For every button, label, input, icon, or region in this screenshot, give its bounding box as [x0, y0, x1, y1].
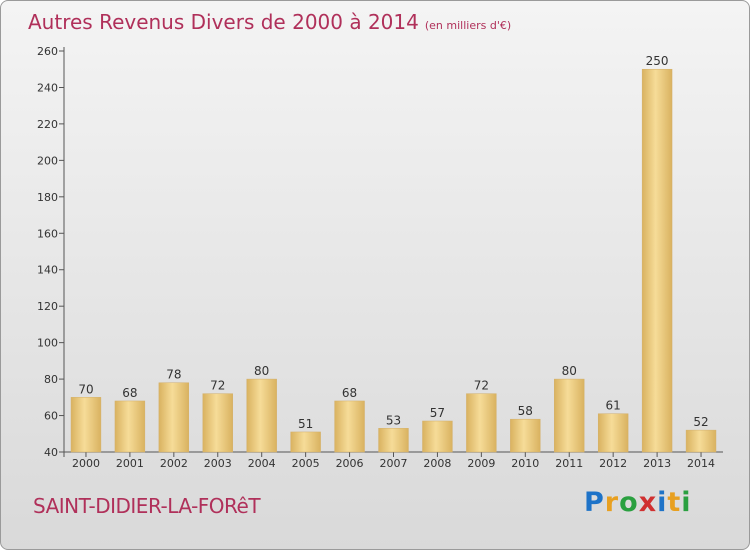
y-tick-label: 80	[44, 373, 58, 386]
x-tick-label: 2011	[555, 457, 583, 470]
bar-value-label: 57	[430, 406, 445, 420]
bar-value-label: 68	[122, 386, 137, 400]
bar-2002	[158, 382, 190, 453]
x-tick-label: 2001	[116, 457, 144, 470]
y-tick-label: 180	[37, 191, 58, 204]
bar-2009	[466, 393, 497, 453]
bar-value-label: 68	[342, 386, 357, 400]
bar-value-label: 70	[78, 382, 93, 396]
bar-2006	[334, 400, 365, 453]
logo-letter: r	[604, 487, 620, 518]
proxiti-logo: Proxiti	[584, 487, 692, 518]
x-tick-label: 2002	[160, 457, 188, 470]
bar-2003	[202, 393, 233, 453]
bar-value-label: 51	[298, 417, 313, 431]
bar-value-label: 78	[166, 368, 181, 382]
commune-name: SAINT-DIDIER-LA-FORêT	[33, 494, 261, 518]
chart-title-text: Autres Revenus Divers de 2000 à 2014	[28, 10, 419, 34]
chart-subtitle: (en milliers d'€)	[424, 19, 512, 32]
x-tick-label: 2007	[380, 457, 408, 470]
logo-letter: i	[681, 487, 692, 518]
bar-2010	[510, 418, 541, 453]
bar-value-label: 58	[518, 404, 533, 418]
logo-letter: x	[638, 487, 658, 518]
bar-2014	[685, 429, 717, 453]
y-tick-label: 240	[37, 81, 58, 94]
logo-letter: P	[584, 487, 605, 518]
logo-letter: i	[657, 487, 668, 518]
bar-value-label: 250	[646, 54, 669, 68]
chart-bars	[70, 68, 717, 453]
x-tick-label: 2005	[292, 457, 320, 470]
bar-2000	[70, 397, 102, 453]
y-tick-label: 120	[37, 300, 58, 313]
bar-2013	[641, 68, 673, 453]
bar-value-label: 80	[562, 364, 577, 378]
bar-2001	[114, 400, 146, 453]
bar-2011	[554, 378, 585, 453]
chart-axes: 40 60 80 100 120 140 160 180 200 220 240 260 2000 200…	[37, 45, 723, 470]
bar-2008	[422, 420, 453, 453]
y-tick-label: 40	[44, 446, 58, 459]
logo-letter: o	[619, 487, 639, 518]
bar-value-label: 72	[474, 379, 489, 393]
y-tick-label: 260	[37, 45, 58, 58]
chart-title: Autres Revenus Divers de 2000 à 2014 (en …	[28, 10, 511, 34]
bar-2012	[597, 413, 629, 453]
bar-2005	[290, 431, 321, 453]
bar-2004	[246, 378, 277, 453]
x-tick-label: 2009	[467, 457, 495, 470]
x-tick-label: 2012	[599, 457, 627, 470]
bar-2007	[378, 428, 409, 453]
y-tick-label: 140	[37, 264, 58, 277]
y-tick-label: 160	[37, 227, 58, 240]
y-tick-label: 220	[37, 118, 58, 131]
bar-value-label: 80	[254, 364, 269, 378]
x-tick-label: 2004	[248, 457, 276, 470]
bar-value-label: 52	[693, 415, 708, 429]
x-tick-label: 2014	[687, 457, 715, 470]
logo-letter: t	[667, 487, 682, 518]
x-tick-label: 2000	[72, 457, 100, 470]
y-tick-label: 200	[37, 154, 58, 167]
y-tick-label: 60	[44, 410, 58, 423]
bar-value-label: 53	[386, 413, 401, 427]
chart-value-labels: 70 68 78 72 80 51 68 53 57 72 58 80 61 250 52	[78, 54, 708, 431]
y-tick-label: 100	[37, 337, 58, 350]
x-tick-label: 2003	[204, 457, 232, 470]
x-tick-label: 2010	[511, 457, 539, 470]
x-tick-label: 2008	[423, 457, 451, 470]
bar-value-label: 61	[606, 399, 621, 413]
bar-value-label: 72	[210, 379, 225, 393]
x-tick-label: 2013	[643, 457, 671, 470]
x-tick-label: 2006	[336, 457, 364, 470]
